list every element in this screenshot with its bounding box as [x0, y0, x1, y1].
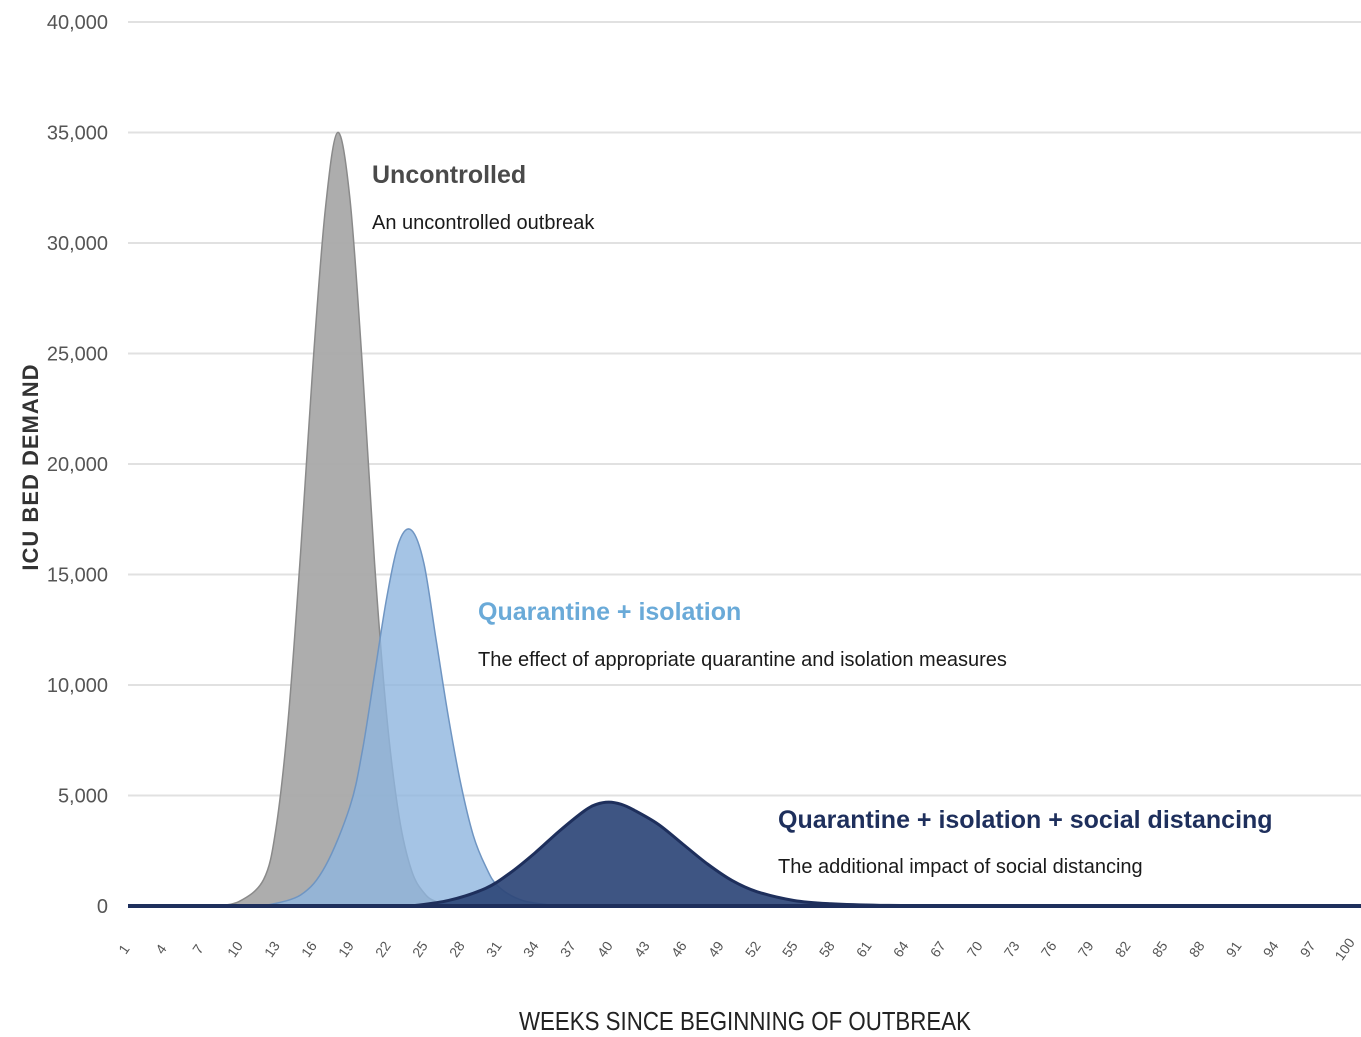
x-tick-label: 79 [1075, 938, 1097, 960]
series-title-2: Quarantine + isolation [478, 598, 741, 626]
x-tick-label: 91 [1223, 938, 1245, 960]
series-title-3: Quarantine + isolation + social distanci… [778, 806, 1273, 834]
x-tick-label: 97 [1297, 938, 1319, 960]
x-tick-label: 85 [1149, 938, 1171, 960]
x-tick-label: 61 [853, 938, 875, 960]
x-tick-label: 22 [372, 938, 394, 960]
x-tick-label: 58 [816, 938, 838, 960]
x-tick-label: 37 [557, 938, 579, 960]
x-tick-label: 25 [409, 938, 431, 960]
y-tick-label: 0 [97, 896, 108, 918]
x-tick-label: 70 [964, 938, 986, 960]
y-tick-label: 30,000 [47, 233, 108, 255]
x-tick-label: 94 [1260, 938, 1282, 960]
x-tick-label: 19 [335, 938, 357, 960]
series-description-1: An uncontrolled outbreak [372, 212, 595, 234]
x-tick-label: 52 [742, 938, 764, 960]
x-tick-label: 67 [927, 938, 949, 960]
series-title-1: Uncontrolled [372, 161, 526, 189]
x-tick-label: 49 [705, 938, 727, 960]
y-tick-label: 25,000 [47, 344, 108, 366]
x-tick-label: 100 [1331, 935, 1358, 963]
y-axis-label: ICU BED DEMAND [18, 363, 43, 570]
x-axis-label: WEEKS SINCE BEGINNING OF OUTBREAK [519, 1006, 972, 1036]
x-tick-label: 16 [298, 938, 320, 960]
y-tick-label: 5,000 [58, 786, 108, 808]
x-tick-label: 4 [152, 941, 170, 957]
x-tick-label: 13 [261, 938, 283, 960]
y-tick-label: 35,000 [47, 123, 108, 145]
series-area-3 [411, 802, 979, 906]
series-area-1 [214, 132, 461, 906]
x-tick-label: 64 [890, 938, 912, 960]
x-tick-label: 28 [446, 938, 468, 960]
y-tick-label: 15,000 [47, 565, 108, 587]
series-description-2: The effect of appropriate quarantine and… [478, 649, 1007, 671]
x-tick-label: 31 [483, 938, 505, 960]
x-tick-label: 40 [594, 938, 616, 960]
series-area-2 [263, 528, 560, 906]
x-tick-label: 73 [1001, 938, 1023, 960]
series-areas [214, 131, 979, 908]
series-line-2 [263, 528, 560, 907]
x-tick-labels: 1 4 7 10 13 16 19 22 25 28 31 34 37 40 43 46 49 52 55 58 61 6… [115, 935, 1358, 963]
y-tick-label: 40,000 [47, 12, 108, 34]
x-tick-label: 82 [1112, 938, 1134, 960]
y-tick-label: 10,000 [47, 675, 108, 697]
x-tick-label: 76 [1038, 938, 1060, 960]
x-tick-label: 55 [779, 938, 801, 960]
x-tick-label: 34 [520, 938, 542, 960]
x-tick-label: 46 [668, 938, 690, 960]
x-tick-label: 1 [115, 941, 133, 957]
series-line-3 [411, 800, 979, 908]
y-tick-labels: 0 5,000 10,000 15,000 20,000 25,000 30,000 35,0… [47, 12, 108, 918]
x-tick-label: 10 [224, 938, 246, 960]
y-tick-label: 20,000 [47, 454, 108, 476]
x-tick-label: 88 [1186, 938, 1208, 960]
x-tick-label: 43 [631, 938, 653, 960]
series-annotations: Uncontrolled An uncontrolled outbreak Quar… [372, 161, 1273, 878]
x-tick-label: 7 [189, 941, 207, 957]
series-description-3: The additional impact of social distanci… [778, 856, 1143, 878]
